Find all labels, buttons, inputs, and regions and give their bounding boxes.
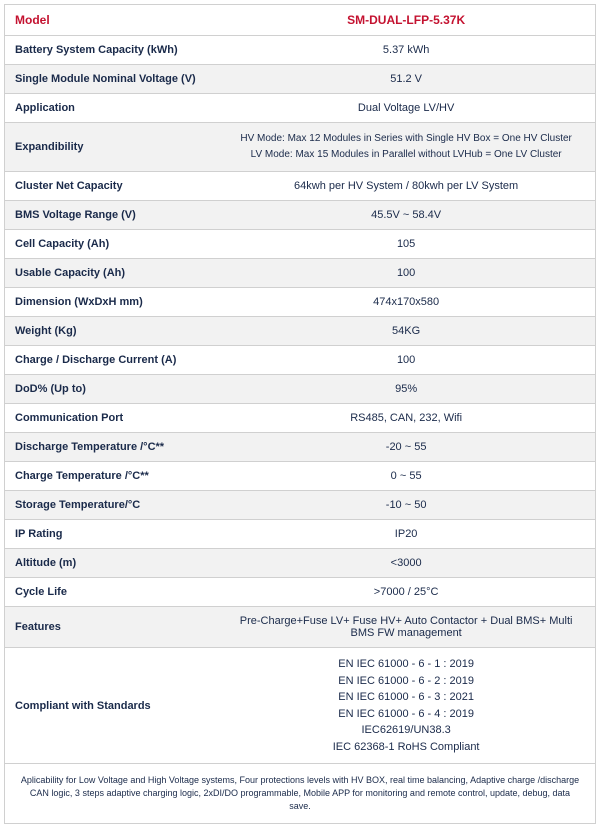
- table-row: Single Module Nominal Voltage (V)51.2 V: [5, 65, 596, 94]
- row-label: Weight (Kg): [5, 317, 218, 346]
- row-value: 45.5V ~ 58.4V: [217, 201, 595, 230]
- table-row: Compliant with StandardsEN IEC 61000 - 6…: [5, 648, 596, 764]
- row-label: Charge Temperature /°C**: [5, 462, 218, 491]
- row-value: <3000: [217, 549, 595, 578]
- row-value: EN IEC 61000 - 6 - 1 : 2019EN IEC 61000 …: [217, 648, 595, 764]
- row-label: Expandibility: [5, 123, 218, 172]
- row-value: IP20: [217, 520, 595, 549]
- row-label: Cluster Net Capacity: [5, 172, 218, 201]
- row-label: IP Rating: [5, 520, 218, 549]
- table-row: ApplicationDual Voltage LV/HV: [5, 94, 596, 123]
- row-label: Charge / Discharge Current (A): [5, 346, 218, 375]
- table-row: Storage Temperature/°C-10 ~ 50: [5, 491, 596, 520]
- row-value: 0 ~ 55: [217, 462, 595, 491]
- footnote-row: Aplicability for Low Voltage and High Vo…: [5, 764, 596, 824]
- row-value: 5.37 kWh: [217, 36, 595, 65]
- table-row: Charge Temperature /°C**0 ~ 55: [5, 462, 596, 491]
- row-label: Dimension (WxDxH mm): [5, 288, 218, 317]
- table-row: Battery System Capacity (kWh)5.37 kWh: [5, 36, 596, 65]
- row-value: >7000 / 25°C: [217, 578, 595, 607]
- row-label: Cell Capacity (Ah): [5, 230, 218, 259]
- row-label: Communication Port: [5, 404, 218, 433]
- row-label: Single Module Nominal Voltage (V): [5, 65, 218, 94]
- row-label: Storage Temperature/°C: [5, 491, 218, 520]
- row-value: 100: [217, 346, 595, 375]
- table-row: BMS Voltage Range (V)45.5V ~ 58.4V: [5, 201, 596, 230]
- row-value: 105: [217, 230, 595, 259]
- footnote-text: Aplicability for Low Voltage and High Vo…: [5, 764, 596, 824]
- row-value: Dual Voltage LV/HV: [217, 94, 595, 123]
- row-value: 51.2 V: [217, 65, 595, 94]
- row-label: Cycle Life: [5, 578, 218, 607]
- table-row: Usable Capacity (Ah)100: [5, 259, 596, 288]
- row-label: BMS Voltage Range (V): [5, 201, 218, 230]
- spec-table: Model SM-DUAL-LFP-5.37K Battery System C…: [4, 4, 596, 824]
- table-row: Cell Capacity (Ah)105: [5, 230, 596, 259]
- row-value: RS485, CAN, 232, Wifi: [217, 404, 595, 433]
- row-value: 64kwh per HV System / 80kwh per LV Syste…: [217, 172, 595, 201]
- row-label: Features: [5, 607, 218, 648]
- row-value: 474x170x580: [217, 288, 595, 317]
- table-row: Charge / Discharge Current (A)100: [5, 346, 596, 375]
- table-header-row: Model SM-DUAL-LFP-5.37K: [5, 5, 596, 36]
- row-value: 54KG: [217, 317, 595, 346]
- row-label: Discharge Temperature /°C**: [5, 433, 218, 462]
- row-value: -10 ~ 50: [217, 491, 595, 520]
- row-label: DoD% (Up to): [5, 375, 218, 404]
- row-label: Application: [5, 94, 218, 123]
- row-value: 95%: [217, 375, 595, 404]
- row-label: Altitude (m): [5, 549, 218, 578]
- row-label: Battery System Capacity (kWh): [5, 36, 218, 65]
- table-row: Dimension (WxDxH mm)474x170x580: [5, 288, 596, 317]
- row-label: Usable Capacity (Ah): [5, 259, 218, 288]
- table-row: Communication PortRS485, CAN, 232, Wifi: [5, 404, 596, 433]
- table-row: DoD% (Up to)95%: [5, 375, 596, 404]
- row-value: HV Mode: Max 12 Modules in Series with S…: [217, 123, 595, 172]
- row-label: Compliant with Standards: [5, 648, 218, 764]
- table-row: Discharge Temperature /°C**-20 ~ 55: [5, 433, 596, 462]
- header-value: SM-DUAL-LFP-5.37K: [217, 5, 595, 36]
- table-row: Cluster Net Capacity64kwh per HV System …: [5, 172, 596, 201]
- row-value: Pre-Charge+Fuse LV+ Fuse HV+ Auto Contac…: [217, 607, 595, 648]
- table-row: FeaturesPre-Charge+Fuse LV+ Fuse HV+ Aut…: [5, 607, 596, 648]
- header-label: Model: [5, 5, 218, 36]
- table-row: IP RatingIP20: [5, 520, 596, 549]
- table-row: ExpandibilityHV Mode: Max 12 Modules in …: [5, 123, 596, 172]
- row-value: 100: [217, 259, 595, 288]
- table-row: Cycle Life>7000 / 25°C: [5, 578, 596, 607]
- table-row: Weight (Kg)54KG: [5, 317, 596, 346]
- row-value: -20 ~ 55: [217, 433, 595, 462]
- table-row: Altitude (m)<3000: [5, 549, 596, 578]
